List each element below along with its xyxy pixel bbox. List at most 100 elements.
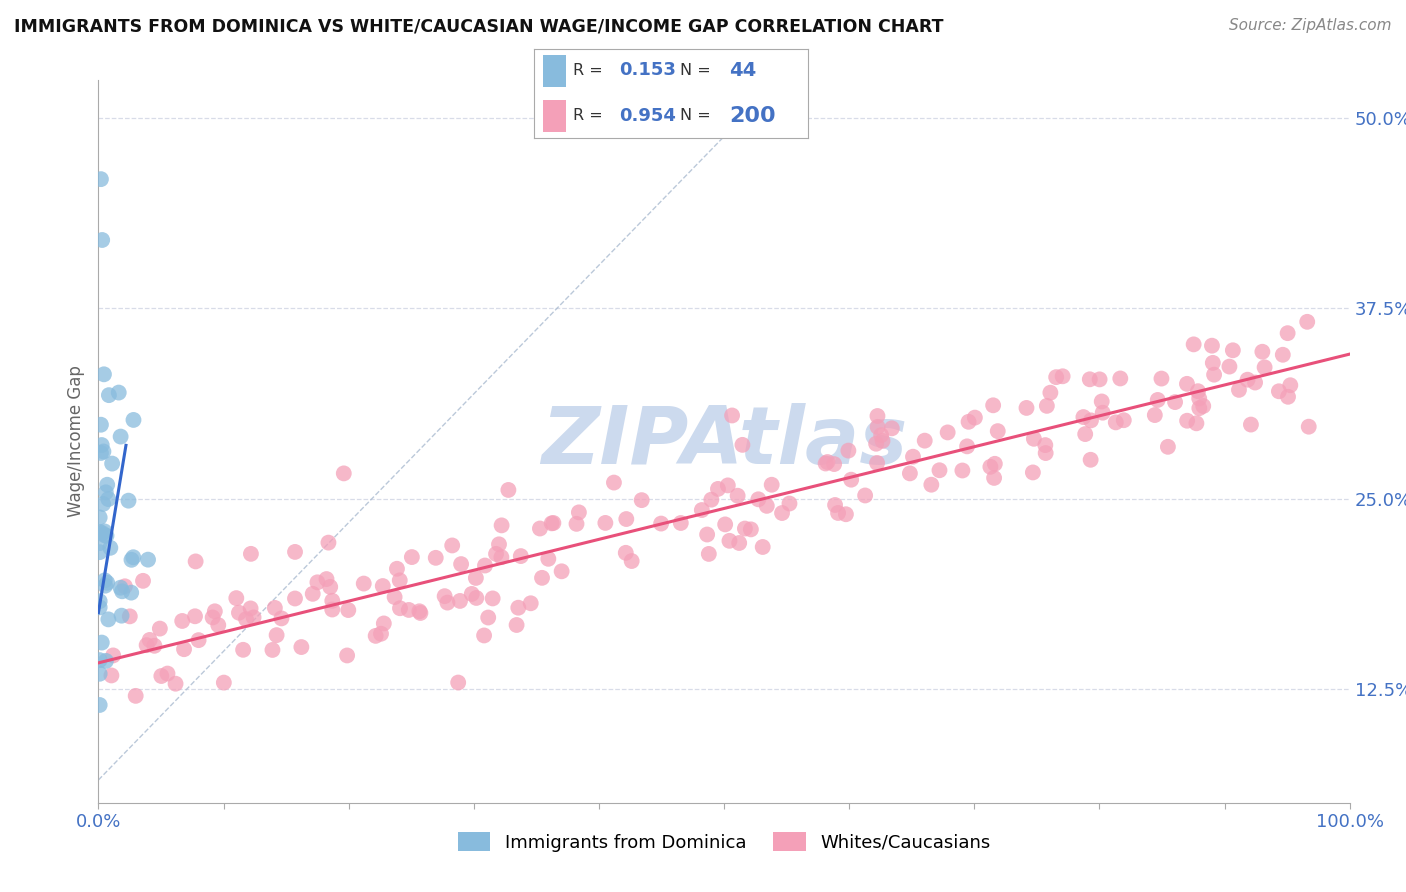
Point: [1175, 414, 1198, 428]
Point: [321, 602, 343, 616]
Point: [318, 535, 340, 549]
Point: [1188, 401, 1211, 416]
Text: R =: R =: [572, 109, 607, 123]
Point: [89, 536, 111, 550]
Point: [94, 485, 117, 500]
Point: [89, 510, 111, 524]
Point: [1036, 399, 1059, 413]
Point: [1088, 372, 1111, 386]
Point: [336, 648, 359, 663]
Point: [824, 498, 846, 512]
Point: [898, 467, 921, 481]
Point: [872, 434, 894, 448]
Point: [408, 604, 430, 618]
Point: [866, 420, 889, 434]
Point: [138, 632, 160, 647]
Point: [984, 457, 1007, 471]
Point: [232, 642, 254, 657]
Point: [97, 388, 120, 402]
Point: [337, 603, 360, 617]
Point: [537, 551, 560, 566]
Point: [835, 508, 858, 522]
Point: [697, 547, 720, 561]
Point: [118, 609, 141, 624]
Point: [690, 503, 713, 517]
Text: N =: N =: [679, 109, 716, 123]
Point: [1222, 343, 1244, 358]
Point: [89, 545, 111, 559]
Y-axis label: Wage/Income Gap: Wage/Income Gap: [66, 366, 84, 517]
Point: [117, 493, 139, 508]
Point: [90, 417, 112, 432]
Point: [1146, 392, 1168, 407]
Point: [409, 606, 432, 620]
Point: [979, 459, 1001, 474]
Point: [1143, 408, 1166, 422]
Point: [1175, 376, 1198, 391]
Bar: [543, 55, 565, 87]
Point: [353, 576, 375, 591]
Point: [94, 579, 117, 593]
Point: [91, 526, 114, 541]
Point: [156, 666, 179, 681]
Point: [93, 528, 115, 542]
Point: [1277, 326, 1299, 341]
Point: [98, 541, 121, 555]
Point: [472, 628, 495, 642]
Point: [364, 629, 387, 643]
Point: [728, 536, 751, 550]
Point: [204, 604, 226, 618]
Point: [235, 612, 257, 626]
Point: [814, 457, 837, 471]
Point: [485, 547, 508, 561]
Point: [1296, 315, 1319, 329]
Point: [401, 550, 423, 565]
Point: [928, 463, 950, 477]
Point: [1188, 392, 1211, 406]
Point: [89, 698, 111, 712]
Point: [488, 537, 510, 551]
Point: [1218, 359, 1240, 374]
Point: [91, 233, 114, 247]
Point: [1182, 337, 1205, 351]
Point: [90, 172, 112, 186]
Point: [1078, 372, 1101, 386]
Text: 0.153: 0.153: [619, 62, 676, 79]
Point: [1015, 401, 1038, 415]
Text: 44: 44: [728, 61, 756, 80]
Point: [239, 601, 262, 615]
Point: [110, 429, 132, 443]
Point: [1150, 371, 1173, 385]
Point: [91, 497, 114, 511]
Point: [97, 492, 120, 507]
Point: [740, 522, 762, 536]
Point: [135, 638, 157, 652]
Point: [90, 635, 112, 649]
Point: [1227, 383, 1250, 397]
Point: [101, 648, 124, 663]
Point: [290, 640, 312, 654]
Point: [143, 639, 166, 653]
Point: [90, 438, 112, 452]
Point: [449, 594, 471, 608]
Point: [239, 547, 262, 561]
Point: [89, 666, 111, 681]
Point: [987, 424, 1010, 438]
Point: [1022, 432, 1045, 446]
Point: [734, 522, 756, 536]
Point: [1052, 369, 1074, 384]
Point: [650, 516, 672, 531]
Point: [714, 517, 737, 532]
Point: [751, 540, 773, 554]
Point: [388, 601, 411, 615]
Point: [464, 571, 486, 585]
Point: [1080, 452, 1102, 467]
Point: [184, 609, 207, 624]
Point: [568, 505, 591, 519]
Point: [1201, 339, 1223, 353]
Point: [481, 591, 503, 606]
Text: Source: ZipAtlas.com: Source: ZipAtlas.com: [1229, 18, 1392, 33]
Point: [122, 413, 145, 427]
Point: [373, 616, 395, 631]
Point: [266, 628, 288, 642]
